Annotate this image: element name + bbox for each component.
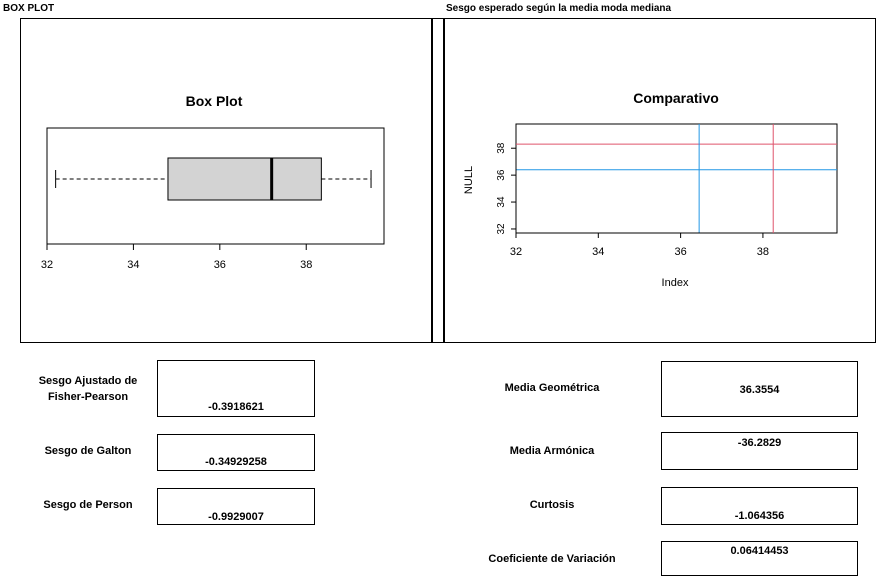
galton-value: -0.34929258: [205, 456, 267, 468]
y-tick-label: 32: [496, 223, 507, 235]
cv-value: 0.06414453: [730, 545, 789, 557]
pearson-value: -0.9929007: [208, 511, 264, 523]
comparativo-frame: [515, 123, 838, 234]
comparativo-ylabel: NULL: [463, 166, 475, 194]
x-tick-label: 36: [214, 259, 226, 271]
harmonic-mean-value-box: -36.2829: [661, 432, 858, 470]
x-tick-label: 32: [510, 246, 522, 258]
galton-label: Sesgo de Galton: [44, 445, 132, 457]
kurtosis-value-box: -1.064356: [661, 487, 858, 525]
x-tick-label: 34: [127, 259, 139, 271]
harmonic-mean-label: Media Armónica: [509, 445, 595, 457]
pearson-label: Sesgo de Person: [43, 499, 133, 511]
x-tick-label: 38: [300, 259, 312, 271]
comparativo-title: Comparativo: [633, 90, 719, 106]
x-tick-label: 38: [757, 246, 769, 258]
fisher-pearson-value-box: -0.3918621: [157, 360, 315, 417]
boxplot-title: Box Plot: [186, 93, 243, 109]
cv-value-box: 0.06414453: [661, 541, 858, 576]
x-tick-label: 32: [41, 259, 53, 271]
y-tick-label: 38: [496, 142, 507, 154]
skew-section-title: Sesgo esperado según la media moda media…: [446, 3, 672, 14]
comparativo-chart: Comparativo Index NULL 32 34 36 38 32 34 36 38: [463, 90, 838, 289]
x-tick-label: 36: [674, 246, 686, 258]
boxplot-section-title: BOX PLOT: [3, 3, 55, 14]
harmonic-mean-value: -36.2829: [737, 437, 782, 449]
boxplot-panel: Box Plot 32 34 36 38: [20, 18, 432, 343]
geometric-mean-label: Media Geométrica: [504, 382, 600, 394]
geometric-mean-value: 36.3554: [739, 384, 780, 396]
fisher-pearson-value: -0.3918621: [208, 401, 264, 413]
geometric-mean-value-box: 36.3554: [661, 361, 858, 417]
fisher-pearson-label: Sesgo Ajustado de Fisher-Pearson: [38, 375, 138, 403]
panel-separator: [432, 18, 444, 343]
comparativo-xlabel: Index: [662, 277, 689, 289]
iqr-box: [167, 157, 322, 201]
cv-label: Coeficiente de Variación: [488, 553, 616, 565]
boxplot-chart: Box Plot 32 34 36 38: [41, 93, 385, 271]
y-tick-label: 34: [496, 196, 507, 208]
x-tick-label: 34: [592, 246, 604, 258]
kurtosis-value: -1.064356: [734, 510, 785, 522]
y-tick-label: 36: [496, 169, 507, 181]
comparativo-panel: Comparativo Index NULL 32 34 36 38 32 34 36 38: [444, 18, 876, 343]
kurtosis-label: Curtosis: [529, 499, 575, 511]
galton-value-box: -0.34929258: [157, 434, 315, 471]
pearson-value-box: -0.9929007: [157, 488, 315, 525]
